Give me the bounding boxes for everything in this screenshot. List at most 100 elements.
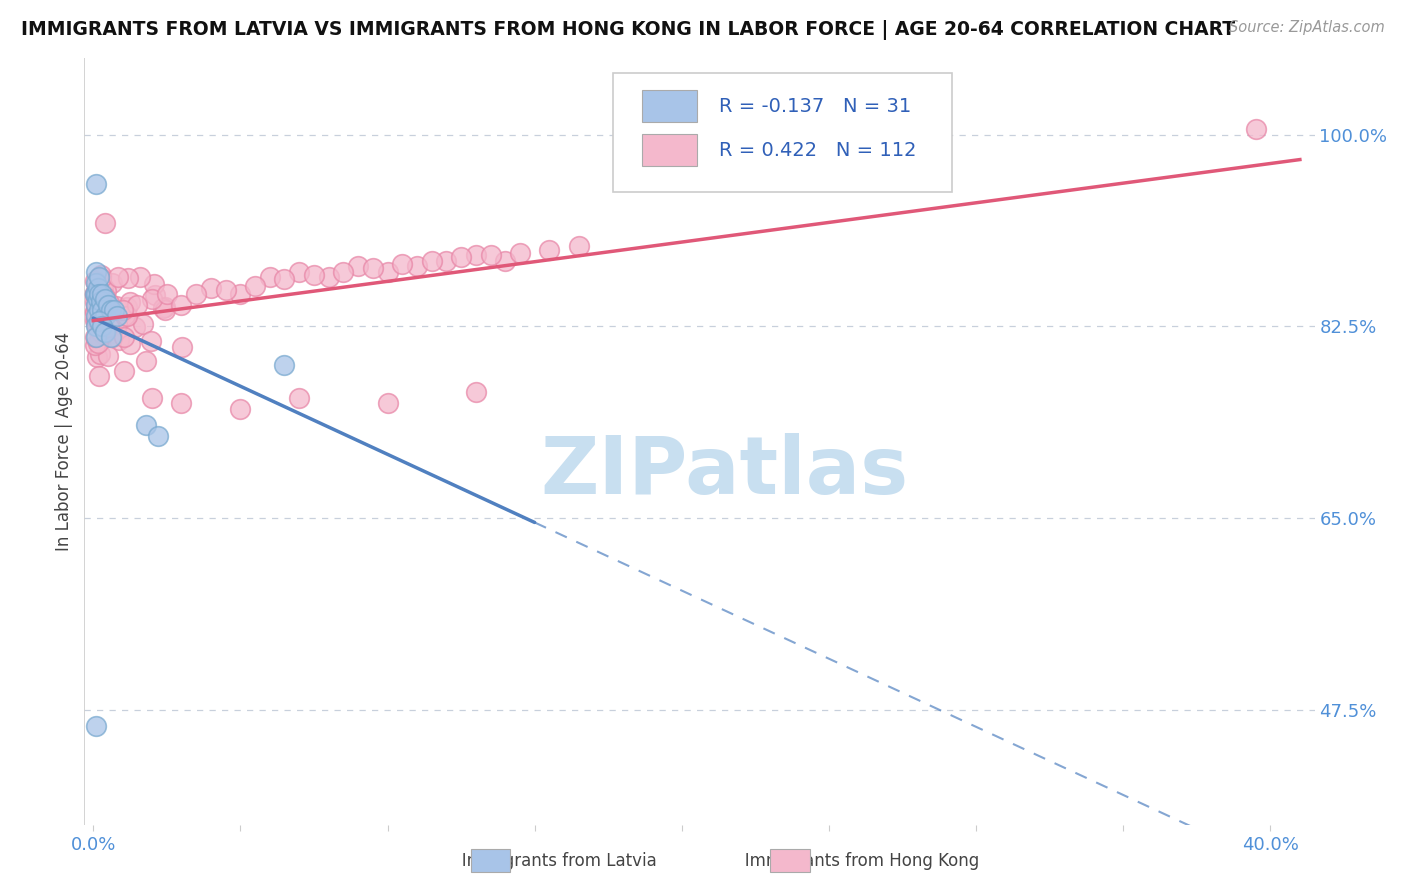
Point: [91, 280, 114, 294]
Point: [97, 350, 120, 364]
Point: [332, 265, 354, 279]
Text: IMMIGRANTS FROM LATVIA VS IMMIGRANTS FROM HONG KONG IN LABOR FORCE | AGE 20-64 C: IMMIGRANTS FROM LATVIA VS IMMIGRANTS FRO…: [21, 20, 1236, 39]
Point: [229, 286, 252, 301]
Point: [94, 284, 117, 298]
Point: [377, 396, 399, 410]
Point: [94, 216, 117, 230]
Point: [94, 309, 117, 323]
Text: Immigrants from Hong Kong: Immigrants from Hong Kong: [709, 852, 979, 870]
Y-axis label: In Labor Force | Age 20-64: In Labor Force | Age 20-64: [55, 332, 73, 551]
Point: [509, 246, 531, 260]
Bar: [641, 90, 697, 122]
Point: [84, 303, 107, 318]
Point: [1244, 122, 1267, 136]
Point: [131, 317, 153, 331]
Point: [118, 337, 141, 351]
Point: [347, 259, 370, 273]
Point: [114, 308, 136, 322]
Point: [98, 296, 121, 310]
Point: [115, 300, 138, 314]
Point: [143, 288, 166, 302]
Point: [479, 248, 502, 262]
Point: [89, 334, 111, 348]
Point: [90, 268, 112, 282]
Text: R = 0.422   N = 112: R = 0.422 N = 112: [720, 141, 917, 160]
Point: [100, 330, 122, 344]
Point: [94, 325, 117, 339]
Point: [91, 319, 114, 334]
Point: [141, 391, 163, 405]
Text: R = -0.137   N = 31: R = -0.137 N = 31: [720, 97, 911, 116]
Point: [464, 248, 486, 262]
Point: [420, 253, 443, 268]
Point: [91, 303, 114, 318]
Point: [86, 278, 108, 293]
Point: [288, 391, 311, 405]
Point: [127, 297, 149, 311]
Point: [83, 306, 105, 320]
Point: [464, 385, 486, 400]
Point: [391, 257, 413, 271]
Point: [84, 297, 107, 311]
Point: [101, 276, 124, 290]
Point: [135, 418, 157, 433]
Point: [288, 265, 311, 279]
Point: [101, 326, 124, 340]
Point: [87, 286, 110, 301]
Point: [141, 292, 163, 306]
Point: [96, 318, 118, 333]
Point: [83, 330, 105, 344]
Point: [538, 243, 561, 257]
Point: [139, 334, 162, 349]
Point: [105, 317, 128, 331]
Point: [107, 270, 129, 285]
Point: [112, 330, 135, 344]
Point: [91, 284, 114, 298]
Point: [101, 309, 124, 323]
Point: [89, 309, 111, 323]
Point: [83, 274, 105, 288]
Point: [450, 251, 472, 265]
Point: [377, 265, 399, 279]
Point: [103, 303, 125, 318]
Point: [90, 319, 112, 334]
Point: [146, 429, 169, 443]
Point: [107, 333, 129, 347]
Point: [86, 282, 108, 296]
Point: [170, 297, 193, 311]
Point: [84, 719, 107, 733]
Point: [98, 320, 121, 334]
Point: [84, 316, 107, 330]
Point: [406, 259, 429, 273]
Point: [101, 314, 124, 328]
Point: [135, 354, 157, 368]
Point: [84, 276, 107, 290]
Text: ZIPatlas: ZIPatlas: [540, 434, 908, 511]
Point: [259, 270, 281, 285]
Point: [89, 324, 111, 338]
Point: [200, 281, 222, 295]
Point: [94, 290, 117, 304]
Point: [84, 338, 107, 352]
Point: [90, 320, 112, 334]
Point: [83, 313, 105, 327]
Point: [87, 323, 110, 337]
Point: [83, 294, 105, 309]
FancyBboxPatch shape: [613, 73, 952, 193]
Point: [434, 253, 457, 268]
Point: [84, 177, 107, 191]
Point: [91, 316, 114, 330]
Point: [86, 292, 108, 306]
Point: [112, 364, 135, 378]
Bar: [641, 134, 697, 166]
Point: [273, 358, 295, 372]
Point: [97, 317, 120, 331]
Point: [83, 287, 105, 301]
Point: [156, 286, 179, 301]
Point: [91, 286, 114, 301]
Point: [97, 297, 120, 311]
Point: [83, 285, 105, 300]
Point: [170, 396, 193, 410]
Point: [86, 313, 108, 327]
Point: [100, 303, 122, 318]
